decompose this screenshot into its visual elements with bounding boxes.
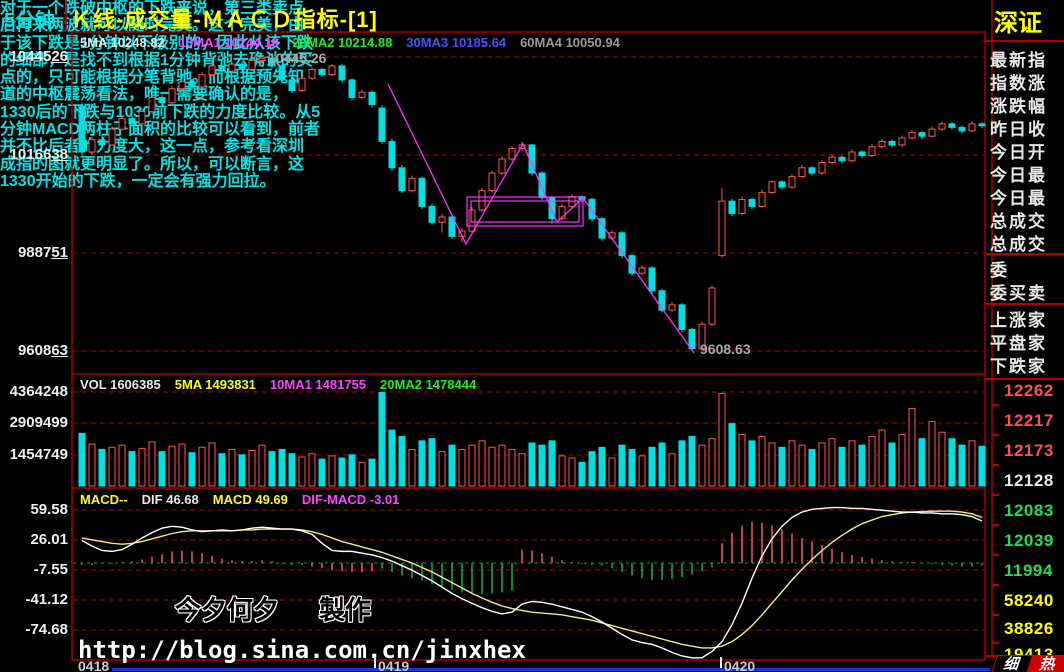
quote-value: 12083 [1004,501,1054,520]
sidebar-item[interactable]: 平盘家 [990,334,1047,353]
watermark-text-1: 今夕何夕 [175,595,280,625]
macd-row-seg-1: DIF 46.68 [141,492,199,507]
quote-value: 12217 [1004,411,1054,430]
ma-row-seg-1: 10MA1 10244.19 [178,35,279,50]
price-axis-label: 1044526 [9,48,68,65]
sidebar-item[interactable]: 涨跌幅 [990,97,1047,116]
watermark-text-2: 製作 [319,595,372,625]
sidebar-item[interactable]: 今日最 [990,166,1047,185]
sidebar-item[interactable]: 总成交 [990,212,1047,231]
quote-tick [992,614,999,616]
volume-axis-label: 1454749 [9,446,68,463]
tab-detail[interactable]: 细 [990,655,1034,672]
volume-values-row: VOL 1606385 5MA 1493831 10MA1 1481755 20MA2… [80,377,490,392]
macd-row-seg-0: MACD-- [80,492,128,507]
macd-axis-label: -74.68 [25,621,68,638]
sidebar-divider [986,40,1064,42]
sidebar-item[interactable]: 总成交 [990,235,1047,254]
quote-tick [992,404,999,406]
ma-row-seg-0: 5MA 10248.82 [80,35,165,50]
sidebar-item[interactable]: 昨日收 [990,120,1047,139]
vol-row-seg-0: VOL 1606385 [80,377,161,392]
blog-url-link[interactable]: http://blog.sina.com.cn/jinxhex [78,636,526,664]
quote-tick [992,642,999,644]
quote-value: 12262 [1004,381,1054,400]
x-axis-label: 0419 [378,658,410,672]
price-axis-label: 960863 [17,342,68,359]
sidebar-item[interactable]: 委 [990,261,1009,280]
sidebar-item[interactable]: 指数涨 [990,74,1047,93]
period-selector[interactable]: 5分钟 [4,10,56,32]
sidebar-item[interactable]: 委买卖 [990,284,1047,303]
quote-value: 12039 [1004,531,1054,550]
ma-row-seg-2: 20MA2 10214.88 [292,35,393,50]
quote-tick [992,554,999,556]
watermark: 今夕何夕 製作 [175,590,371,627]
tab-hot[interactable]: 热 [1026,655,1064,672]
sidebar-item[interactable]: 最新指 [990,51,1047,70]
vol-row-seg-1: 5MA 1493831 [174,377,256,392]
quote-value: 58240 [1004,591,1054,610]
macd-values-row: MACD-- DIF 46.68 MACD 49.69 DIF-MACD -3.01 [80,492,413,507]
vol-row-seg-3: 20MA2 1478444 [380,377,477,392]
sidebar-divider [986,378,1064,380]
ma-row-seg-3: 30MA3 10185.64 [406,35,507,50]
price-axis-label: 988751 [17,244,68,261]
macd-axis-label: -41.12 [25,591,68,608]
sidebar-divider [986,253,1064,255]
macd-axis-label: -7.55 [33,561,68,578]
macd-axis-label: 26.01 [30,531,68,548]
quote-tick [992,524,999,526]
price-axis-label: 1016638 [9,146,68,163]
volume-axis-label: 4364248 [9,383,68,400]
price-marker-label: 9608.63 [700,341,751,357]
quote-value: 12128 [1004,471,1054,490]
macd-axis-label: 59.58 [30,501,68,518]
sidebar-item[interactable]: 上涨家 [990,311,1047,330]
x-axis-label: 0418 [78,658,110,672]
quote-tick [992,434,999,436]
sidebar-item[interactable]: 今日最 [990,189,1047,208]
sidebar-divider [986,303,1064,305]
x-axis-label: 0420 [724,658,756,672]
price-marker-label: 10445.26 [268,50,327,66]
quote-tick [992,584,999,586]
quote-value: 12173 [1004,441,1054,460]
quote-tick [992,494,999,496]
volume-axis-label: 2909499 [9,414,68,431]
analysis-annotation: 对于一个跌破中枢的下跌来说，第三类卖点 后再来两波就可以随时完美。这个完美，由 … [0,0,321,190]
chart-title: Ｋ线-成交量-ＭＡＣＤ指标-[1] [70,7,378,32]
sidebar-item[interactable]: 今日开 [990,143,1047,162]
vol-row-seg-2: 10MA1 1481755 [269,377,367,392]
quote-tick [992,464,999,466]
macd-row-seg-3: DIF-MACD -3.01 [301,492,400,507]
market-name-label[interactable]: 深证 [994,10,1042,37]
sidebar-item[interactable]: 下跌家 [990,357,1047,376]
ma-row-seg-4: 60MA4 10050.94 [520,35,620,50]
ma-values-row: 5MA 10248.82 10MA1 10244.19 20MA2 10214.88… [80,35,634,50]
quote-value: 11994 [1004,561,1053,580]
quote-value: 38826 [1004,619,1054,638]
macd-row-seg-2: MACD 49.69 [212,492,288,507]
